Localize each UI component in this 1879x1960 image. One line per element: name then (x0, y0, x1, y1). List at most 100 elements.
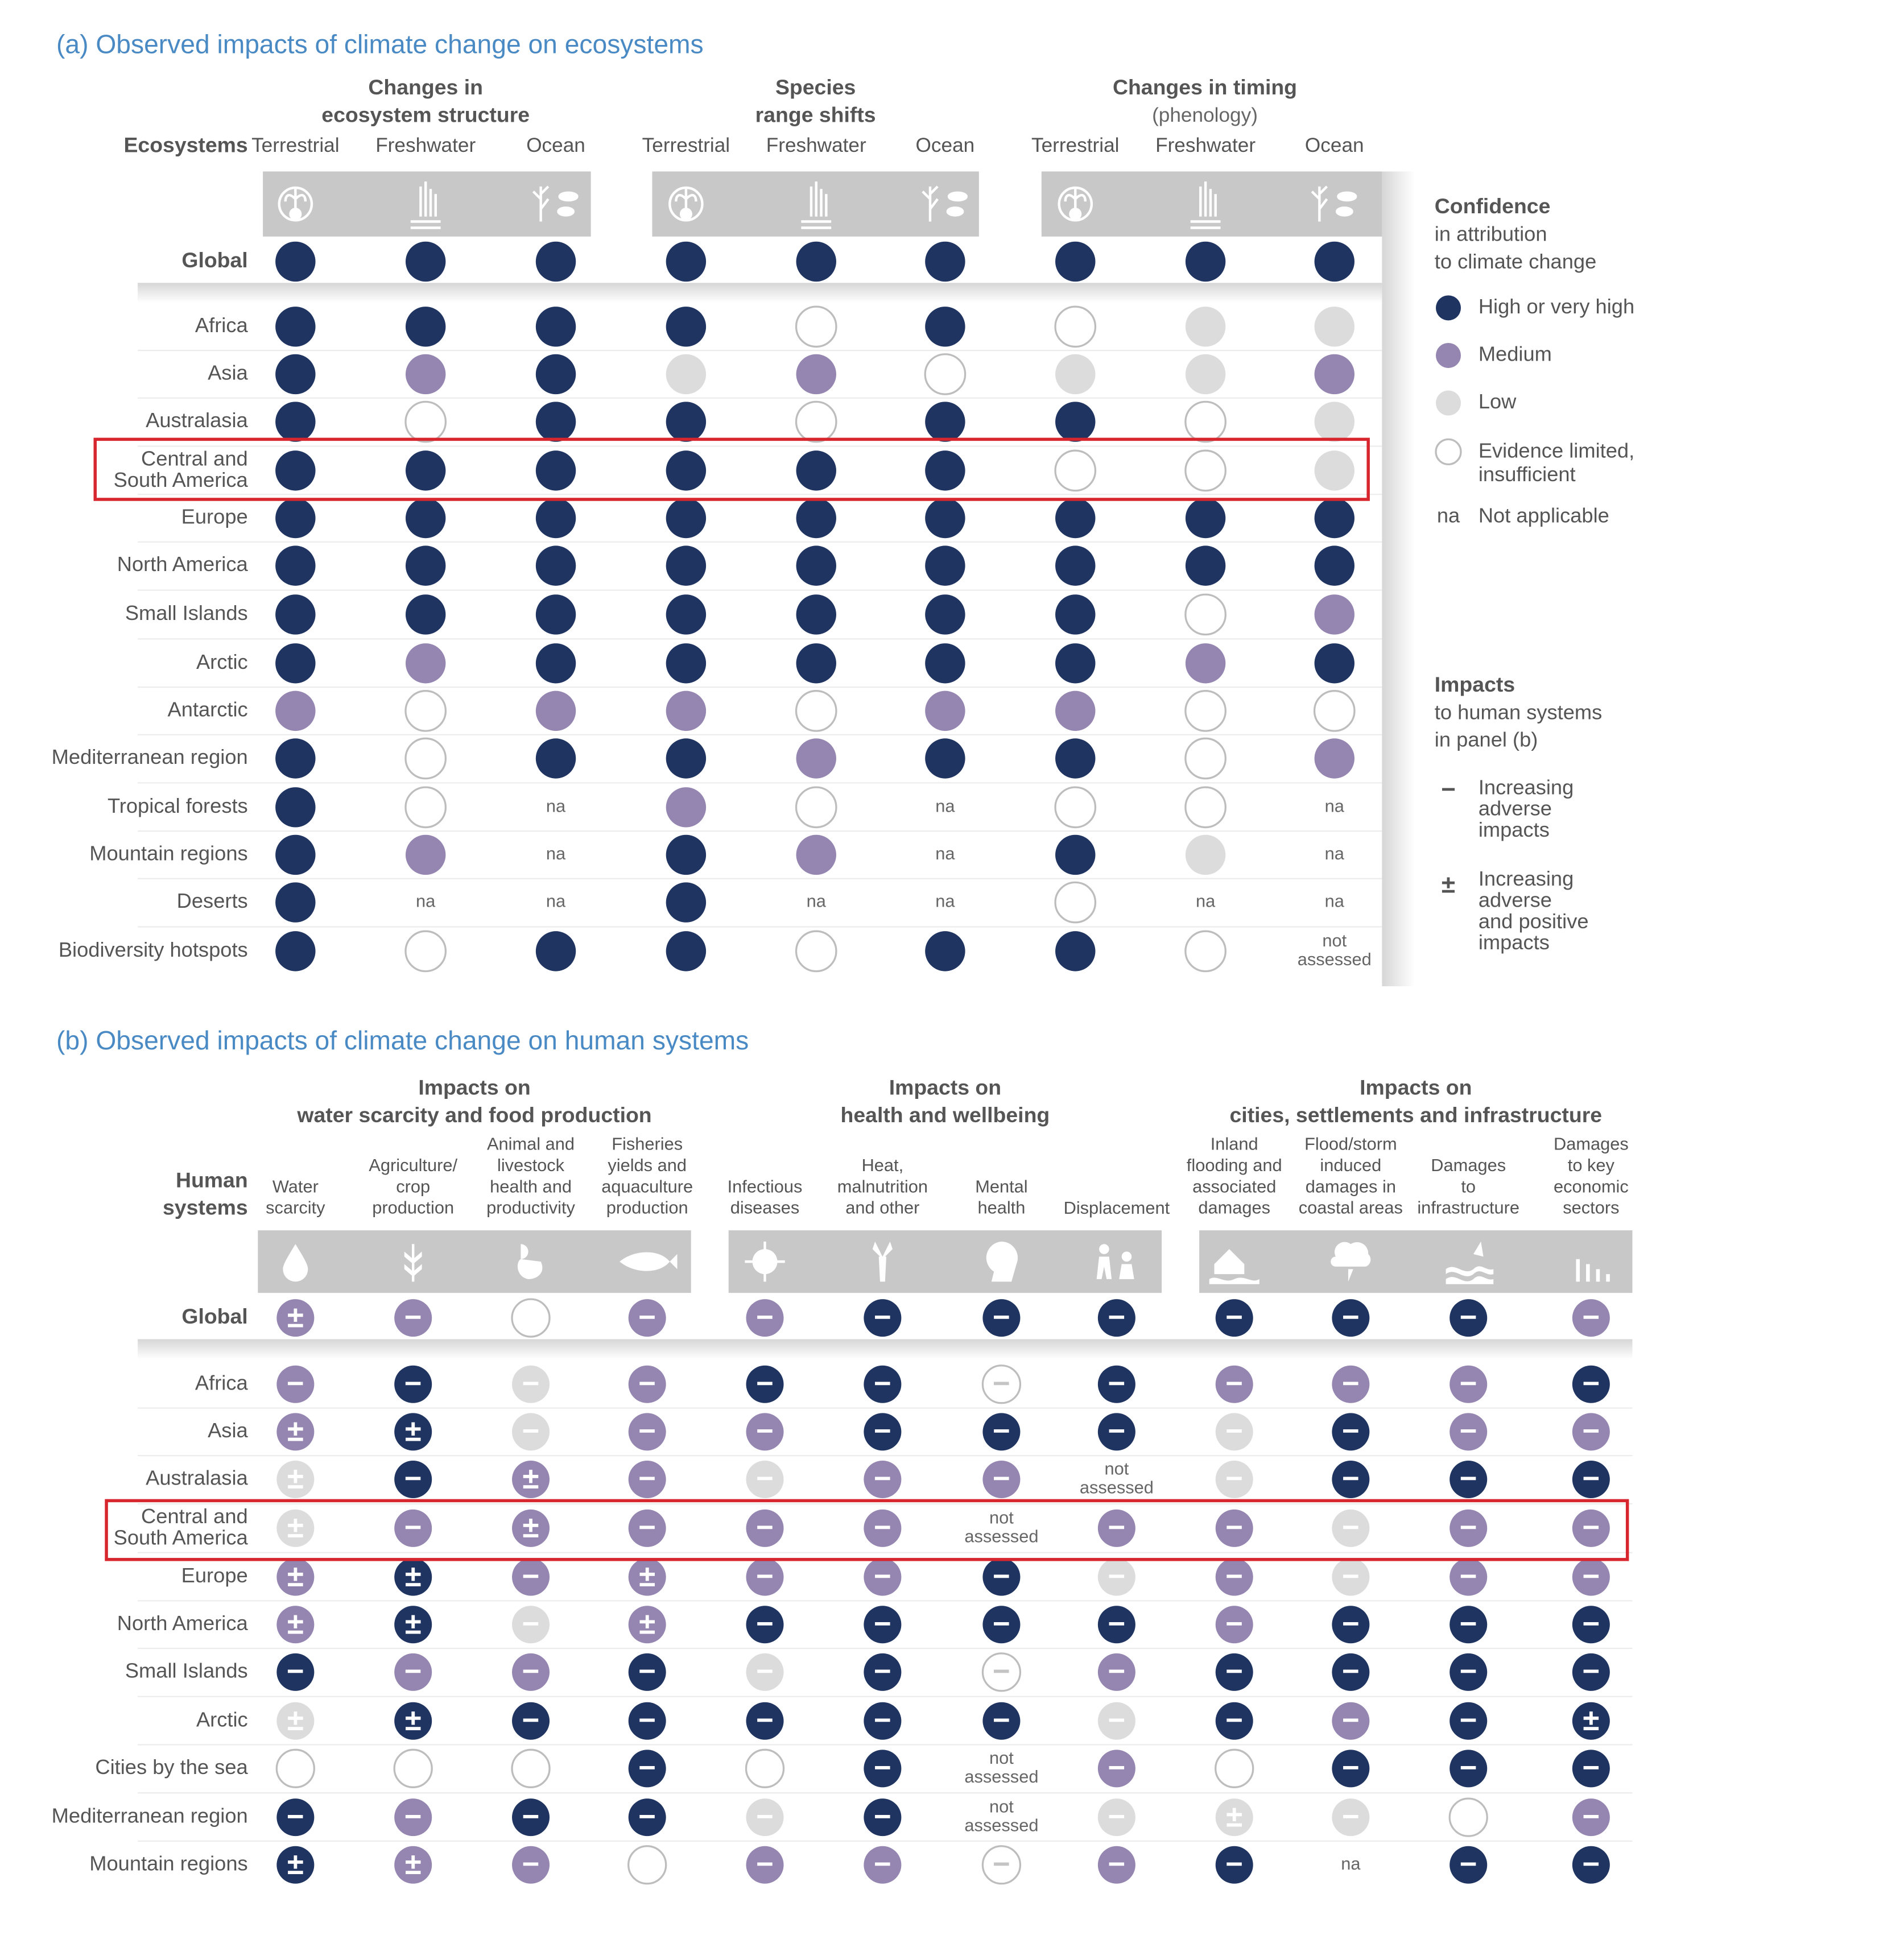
confidence-dot (864, 1509, 902, 1547)
confidence-dot (512, 1509, 550, 1547)
row-label: Arctic (196, 1707, 248, 1731)
confidence-dot (1097, 1750, 1135, 1788)
confidence-dot (1572, 1750, 1610, 1788)
confidence-dot (405, 594, 446, 635)
confidence-dot (864, 1702, 902, 1740)
impact-sign: − (874, 1560, 891, 1593)
confidence-dot (394, 1460, 432, 1499)
legend-symbol: ± (1442, 871, 1455, 899)
impact-sign: − (638, 1800, 656, 1833)
confidence-dot (628, 1299, 666, 1337)
impact-sign: − (1460, 1462, 1477, 1495)
cell-text: not assessed (1298, 931, 1372, 969)
row-label: Global (181, 248, 247, 272)
confidence-dot (795, 690, 837, 732)
impact-sign: − (1108, 1560, 1125, 1593)
confidence-dot (628, 1606, 666, 1644)
icon (1096, 1244, 1134, 1279)
impact-sign: − (1582, 1415, 1600, 1448)
impact-sign: − (1582, 1800, 1600, 1833)
impact-sign: − (756, 1800, 774, 1833)
impact-sign: − (1108, 1800, 1125, 1833)
confidence-dot (982, 1460, 1021, 1499)
confidence-dot (1449, 1606, 1488, 1644)
confidence-dot (394, 1558, 432, 1596)
confidence-dot (1097, 1365, 1135, 1403)
row-label: North America (117, 552, 249, 576)
row-header: Human systems (163, 1168, 248, 1219)
confidence-dot (1055, 498, 1096, 539)
confidence-dot (1449, 1750, 1488, 1788)
confidence-dot (275, 1748, 315, 1788)
impact-sign: − (1342, 1703, 1360, 1737)
confidence-dot (1185, 545, 1226, 586)
icon (668, 186, 704, 222)
confidence-dot (1215, 1653, 1253, 1691)
legend-swatch (1435, 438, 1462, 466)
impact-sign: − (756, 1847, 774, 1881)
confidence-dot (535, 498, 576, 539)
impact-sign: − (1460, 1560, 1477, 1593)
row-label: Asia (208, 1419, 248, 1442)
confidence-dot (1449, 1299, 1488, 1337)
panel-title: (b) Observed impacts of climate change o… (56, 1026, 749, 1055)
icon-part (1446, 1241, 1494, 1284)
icon-part (1058, 186, 1093, 222)
impact-sign: ± (523, 1462, 539, 1495)
column-label: Damages to infrastructure (1417, 1155, 1519, 1218)
confidence-dot (1572, 1558, 1610, 1596)
confidence-dot (276, 1846, 315, 1884)
impact-sign: − (993, 1367, 1010, 1400)
impact-sign: − (993, 1560, 1010, 1593)
confidence-dot (1097, 1798, 1135, 1837)
confidence-dot (1185, 834, 1226, 875)
confidence-dot (276, 1606, 315, 1644)
row-label: Asia (208, 361, 248, 384)
cell-text: na (546, 891, 566, 911)
icon-part (620, 1252, 678, 1271)
confidence-dot (1097, 1413, 1135, 1451)
impact-sign: − (1108, 1300, 1125, 1334)
row-label: Deserts (177, 889, 248, 912)
impact-sign: − (1225, 1462, 1243, 1495)
icon (922, 185, 968, 222)
icon (410, 181, 441, 229)
confidence-dot (275, 354, 316, 395)
confidence-dot (512, 1365, 550, 1403)
highlight-box (105, 1499, 1629, 1561)
impact-sign: − (756, 1607, 774, 1640)
confidence-dot (796, 594, 836, 635)
icon-part (922, 185, 939, 222)
impact-sign: ± (287, 1847, 304, 1881)
icon (1446, 1241, 1494, 1284)
impact-sign: ± (287, 1703, 304, 1737)
impact-sign: − (1108, 1607, 1125, 1640)
icon-band (1199, 1230, 1633, 1293)
confidence-dot (1572, 1509, 1610, 1547)
impact-sign: − (1582, 1300, 1600, 1334)
impact-sign: − (756, 1367, 774, 1400)
confidence-dot (1572, 1798, 1610, 1837)
impact-sign: − (993, 1847, 1010, 1881)
impact-sign: − (638, 1462, 656, 1495)
confidence-dot (1314, 354, 1354, 395)
column-label: Infectious diseases (728, 1176, 803, 1217)
confidence-dot (1448, 1797, 1488, 1837)
impact-sign: − (287, 1367, 304, 1400)
confidence-dot (276, 1299, 315, 1337)
confidence-dot (275, 834, 316, 875)
confidence-dot (1332, 1702, 1370, 1740)
confidence-dot (394, 1606, 432, 1644)
impact-sign: − (1342, 1415, 1360, 1448)
confidence-dot (925, 594, 965, 635)
impact-sign: − (638, 1367, 656, 1400)
legend-swatch (1436, 342, 1461, 368)
confidence-dot (1185, 643, 1226, 684)
confidence-dot (746, 1798, 784, 1837)
row-label: North America (117, 1611, 249, 1635)
impact-sign: − (404, 1655, 422, 1688)
impact-sign: − (993, 1300, 1010, 1334)
icon-part (284, 189, 307, 209)
legend-label: High or very high (1479, 295, 1634, 318)
icon (532, 185, 579, 222)
